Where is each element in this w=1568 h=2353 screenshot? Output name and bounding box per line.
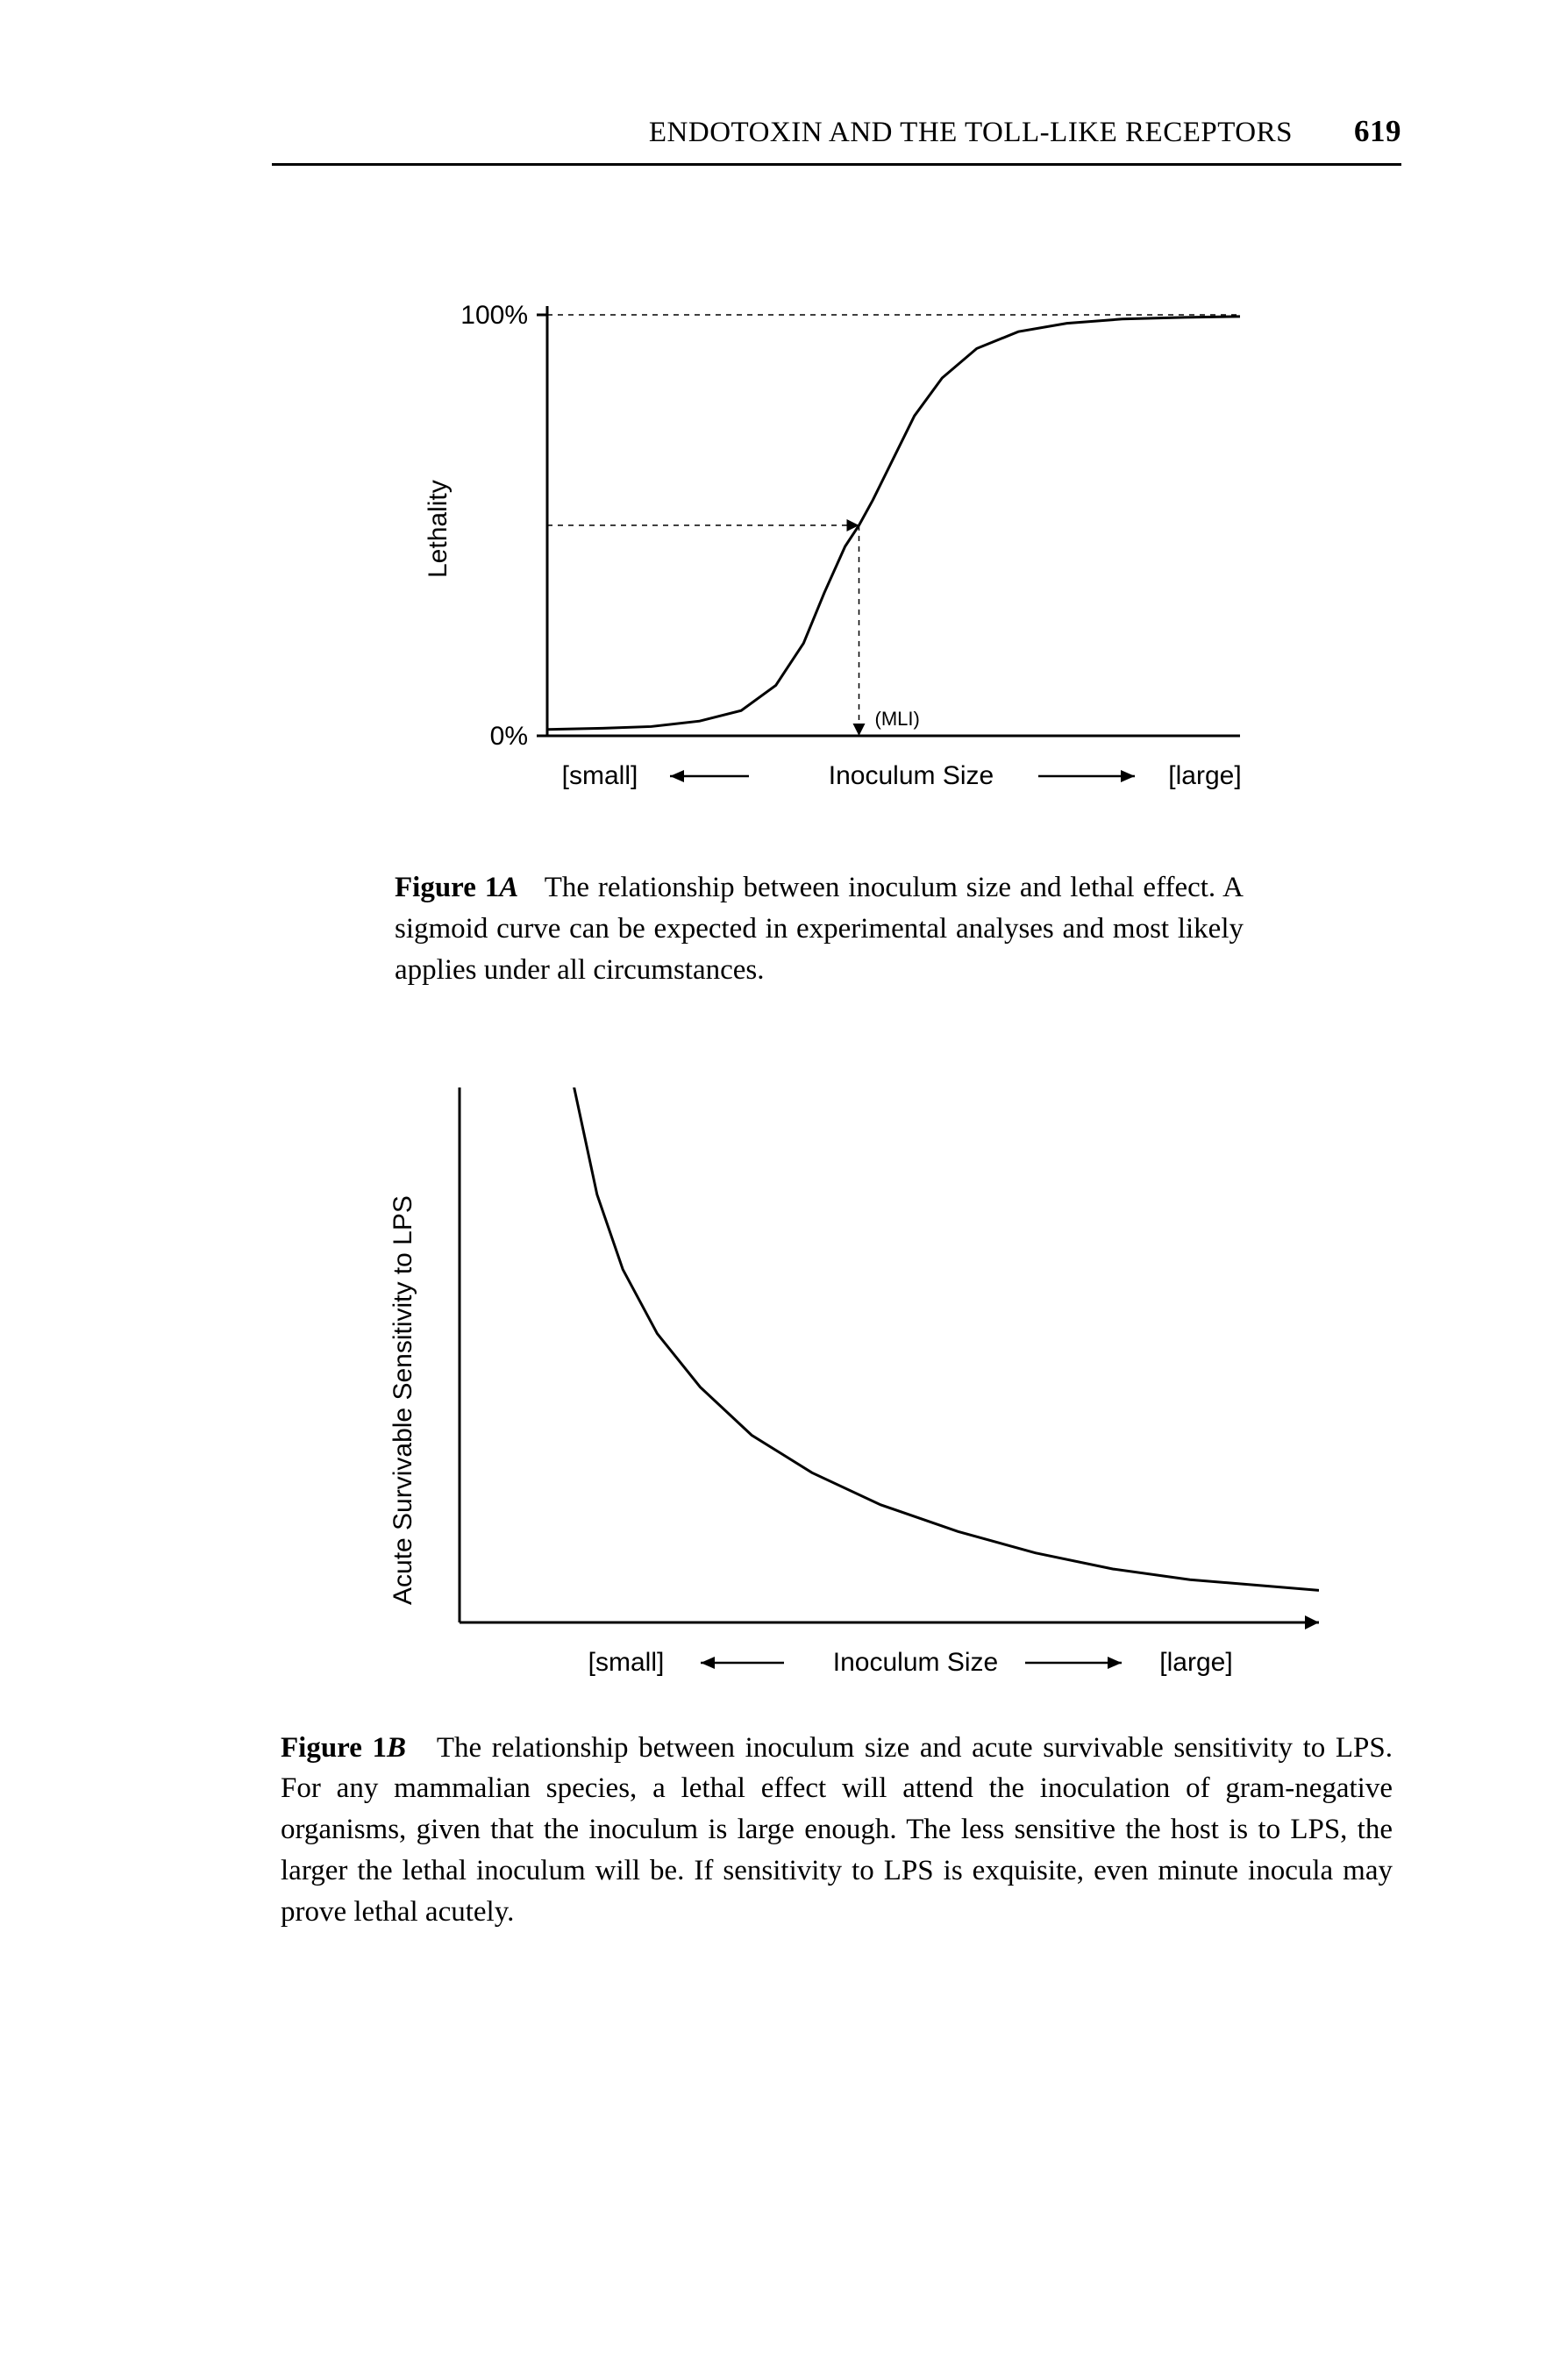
- svg-text:Inoculum Size: Inoculum Size: [829, 761, 994, 790]
- running-title: ENDOTOXIN AND THE TOLL-LIKE RECEPTORS: [649, 117, 1293, 149]
- figure-1a-caption-text: The relationship between inoculum size a…: [395, 872, 1244, 986]
- svg-text:[large]: [large]: [1168, 761, 1241, 790]
- svg-text:Inoculum Size: Inoculum Size: [833, 1648, 998, 1677]
- figure-1b-caption-text: The relationship between inoculum size a…: [281, 1732, 1393, 1928]
- svg-text:(MLI): (MLI): [875, 708, 920, 730]
- svg-text:[small]: [small]: [562, 761, 638, 790]
- running-header: ENDOTOXIN AND THE TOLL-LIKE RECEPTORS 61…: [272, 114, 1401, 166]
- figure-1a-label-letter: A: [499, 872, 518, 903]
- svg-text:[small]: [small]: [588, 1648, 665, 1677]
- page-number: 619: [1354, 114, 1401, 149]
- figure-1a: 100% 0% (MLI) Lethality [small] Inoculum Size…: [272, 280, 1401, 991]
- figure-1b-chart: Acute Survivable Sensitivity to LPS [smal…: [272, 1061, 1401, 1710]
- svg-text:Acute Survivable Sensitivity t: Acute Survivable Sensitivity to LPS: [388, 1195, 417, 1605]
- page: ENDOTOXIN AND THE TOLL-LIKE RECEPTORS 61…: [0, 0, 1568, 2353]
- figure-1a-chart: 100% 0% (MLI) Lethality [small] Inoculum Size…: [272, 280, 1401, 850]
- figure-1a-caption: Figure 1A The relationship between inocu…: [395, 867, 1244, 991]
- figure-1b: Acute Survivable Sensitivity to LPS [smal…: [272, 1061, 1401, 1933]
- figure-1b-label-letter: B: [387, 1732, 406, 1764]
- svg-text:Lethality: Lethality: [424, 480, 453, 578]
- svg-text:0%: 0%: [490, 722, 528, 751]
- svg-text:100%: 100%: [460, 301, 528, 330]
- figure-1a-label-prefix: Figure 1: [395, 872, 499, 903]
- figure-1b-label-prefix: Figure 1: [281, 1732, 387, 1764]
- figure-1b-caption: Figure 1B The relationship between inocu…: [281, 1728, 1393, 1933]
- svg-text:[large]: [large]: [1159, 1648, 1232, 1677]
